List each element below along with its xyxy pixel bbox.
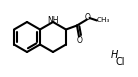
Text: O: O bbox=[77, 35, 82, 45]
Text: O: O bbox=[85, 12, 91, 21]
Text: Cl: Cl bbox=[115, 57, 125, 67]
Text: H: H bbox=[110, 50, 118, 60]
Text: CH₃: CH₃ bbox=[96, 16, 110, 22]
Text: NH: NH bbox=[47, 16, 59, 25]
